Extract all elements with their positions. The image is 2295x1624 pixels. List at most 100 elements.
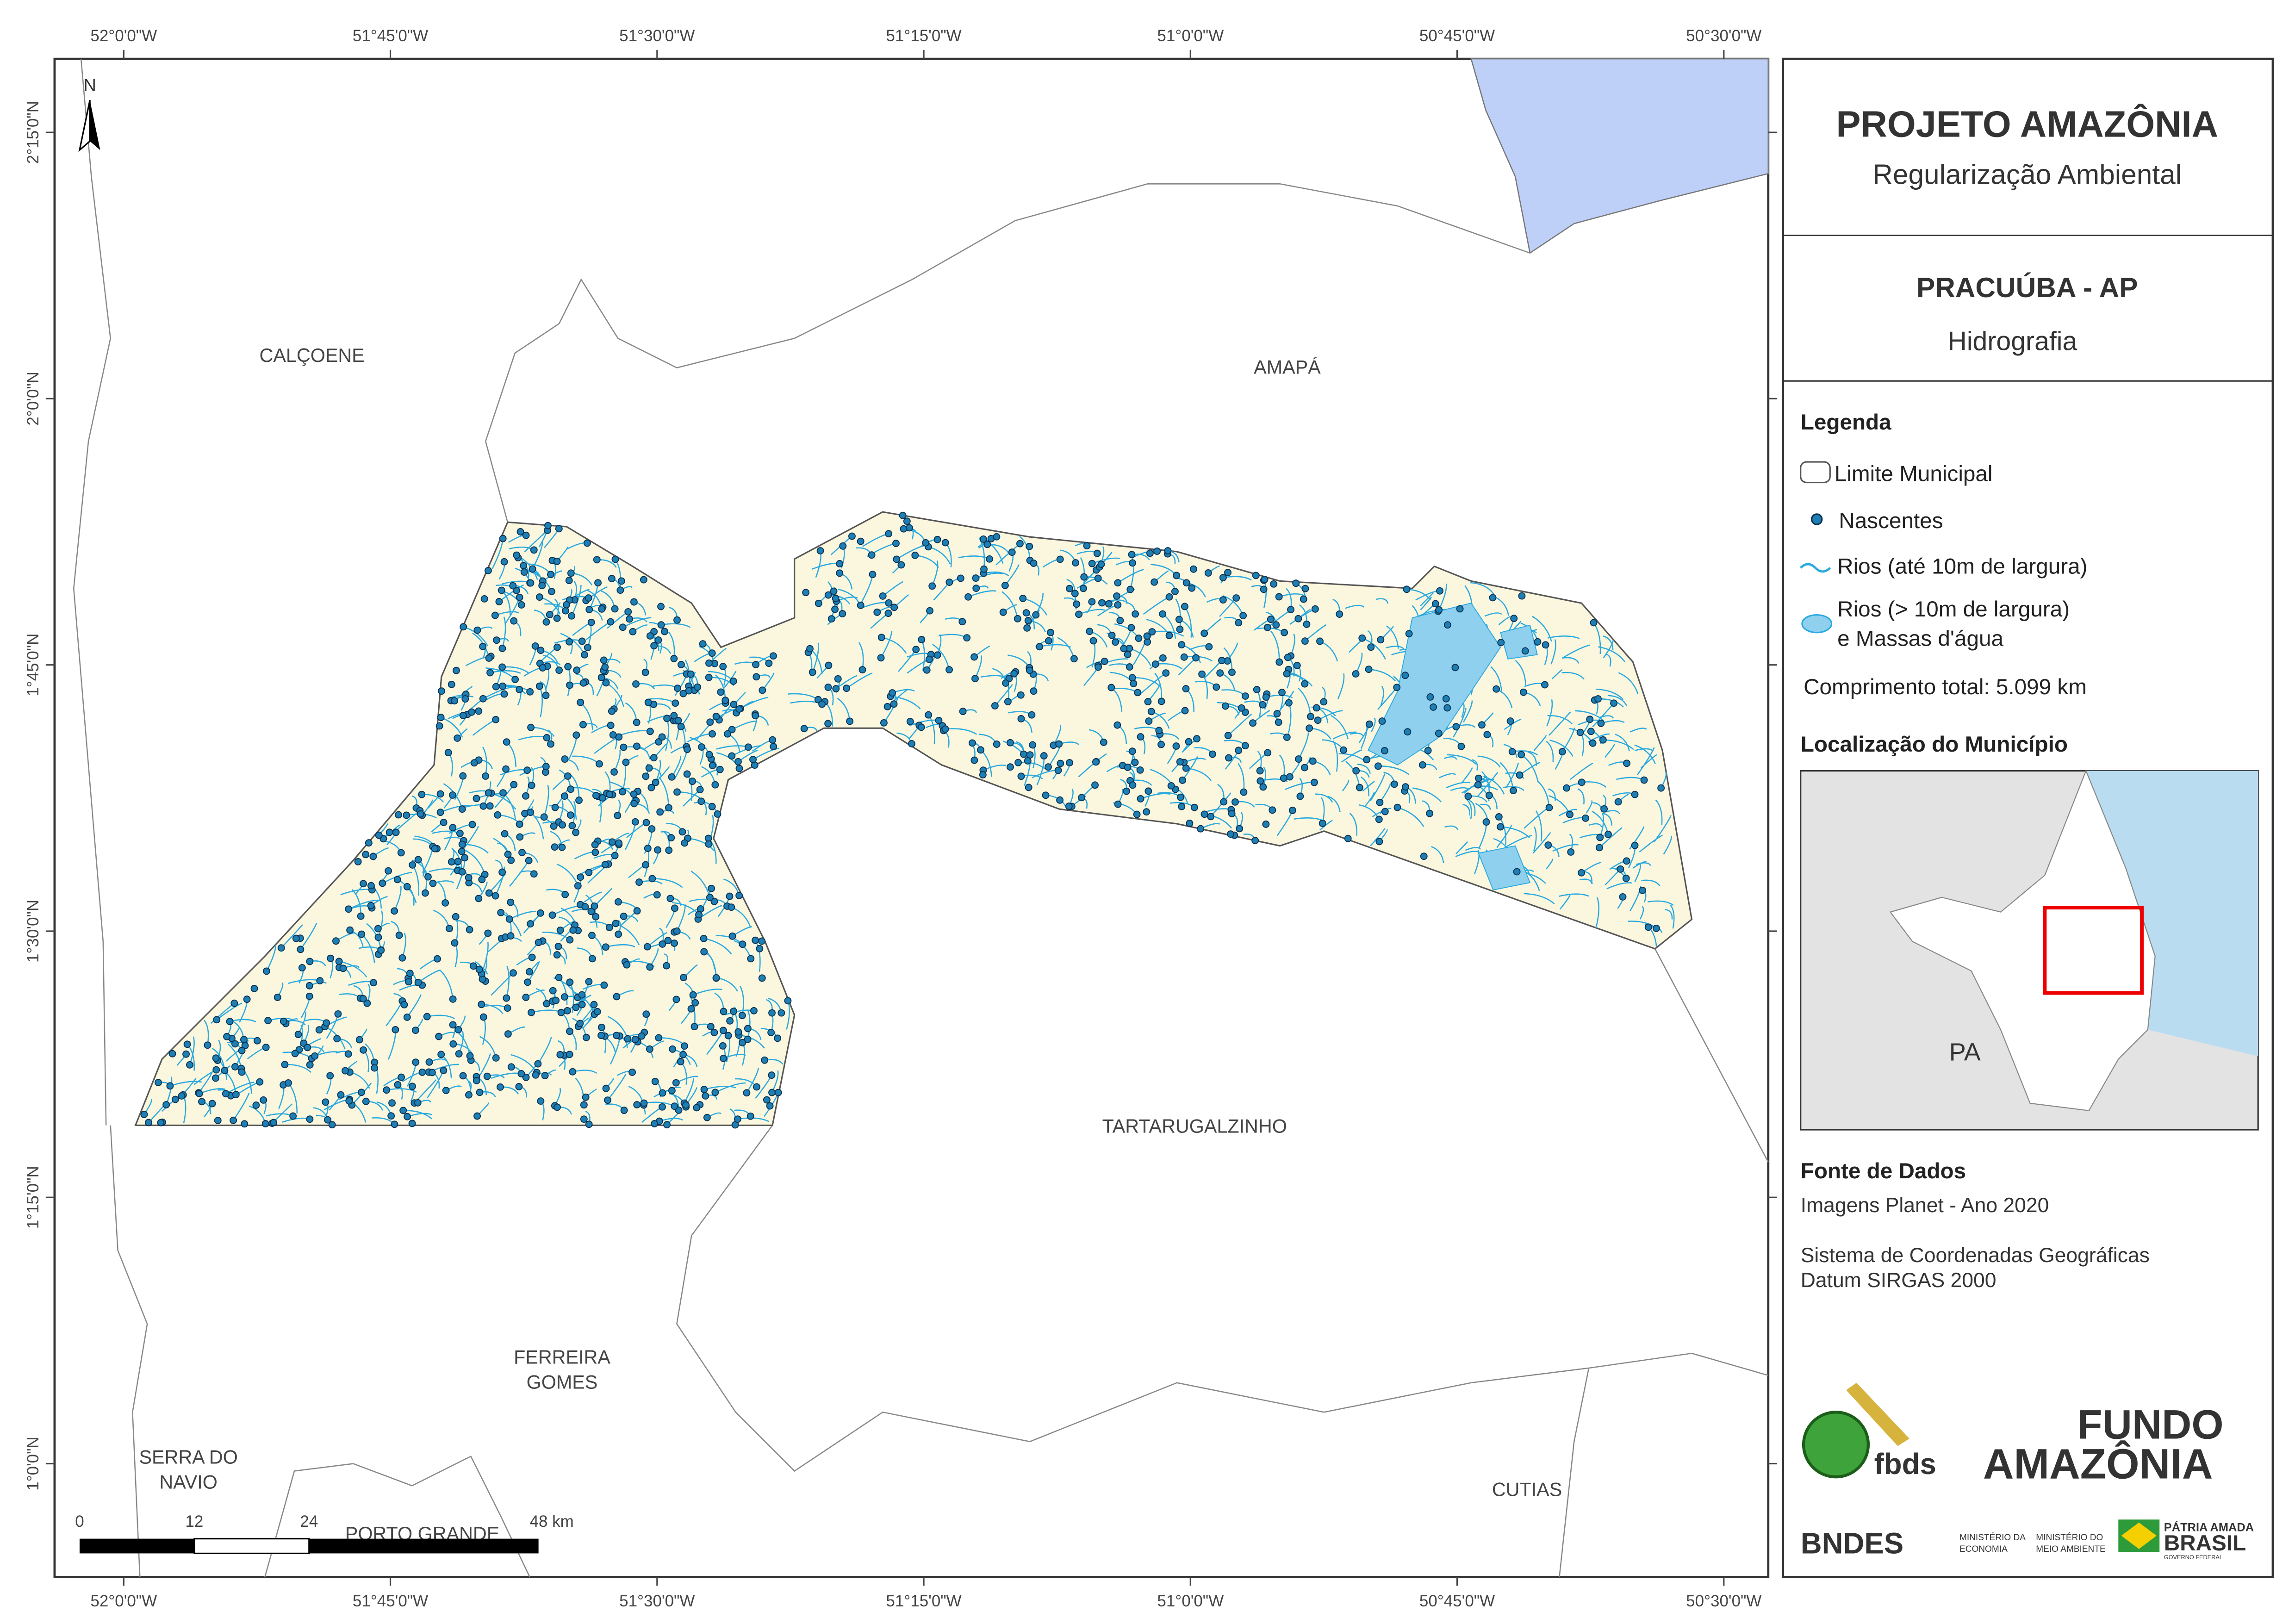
legend-item: Rios (> 10m de largura) [1837,597,2070,622]
spring [1251,837,1259,845]
spring [650,642,658,650]
river [1345,604,1365,609]
spring [1131,759,1139,766]
spring [1442,695,1450,703]
spring [1135,635,1143,642]
spring [256,1078,264,1086]
spring [663,1121,671,1129]
spring [1443,704,1451,712]
spring [734,1115,741,1123]
spring [1403,585,1411,593]
spring [460,623,467,631]
spring [1596,834,1604,841]
spring [1235,747,1243,754]
spring [765,660,773,667]
spring [1129,781,1137,789]
spring [485,654,493,662]
spring [1124,763,1132,771]
spring [1123,787,1130,795]
spring [646,1045,653,1053]
spring [292,934,300,942]
spring [1086,628,1094,635]
spring [1178,641,1186,649]
spring [537,1097,545,1105]
spring [549,987,557,995]
spring [468,708,476,716]
spring [657,621,665,629]
spring [556,1051,564,1058]
spring [1426,809,1434,817]
north-arrow: N [78,75,100,152]
spring [1200,810,1208,818]
spring [1657,784,1665,792]
spring [1025,784,1032,791]
spring [1072,559,1080,567]
spring [1029,741,1037,749]
spring [554,1103,561,1111]
spring [993,740,1001,748]
spring [971,675,979,683]
spring [836,569,844,577]
spring [923,666,931,674]
label: AMAPÁ [1254,356,1321,378]
river [1551,669,1563,679]
spring [478,876,486,884]
spring [593,1008,601,1015]
spring [912,646,920,653]
spring [1019,595,1027,602]
spring [585,1120,593,1128]
spring [1232,594,1240,602]
spring [906,718,914,725]
spring [568,612,576,620]
spring [1056,796,1064,804]
spring [933,651,941,659]
spring [484,929,492,937]
spring [458,847,466,855]
logo-text: FUNDO [2077,1401,2223,1448]
spring [1144,787,1152,795]
spring [1165,632,1173,640]
spring [480,595,488,603]
river [1315,793,1333,803]
spring [730,701,738,709]
spring [1631,790,1639,798]
spring [1576,728,1584,736]
spring [1181,707,1189,715]
spring [728,903,735,911]
spring [1097,560,1105,568]
spring [1310,778,1318,786]
spring [945,579,953,586]
spring [277,944,285,952]
spring [400,1001,408,1008]
river [1630,885,1642,911]
spring [1190,803,1198,811]
river [481,942,489,974]
spring [212,1074,219,1082]
spring [528,953,536,961]
spring [1497,639,1505,647]
river [1603,640,1614,659]
river [1532,832,1551,854]
spring [298,964,306,972]
spring [628,1068,636,1076]
sources-title: Fonte de Dados [1801,1159,1966,1183]
river [225,1082,255,1095]
river [607,1074,627,1101]
spring [1042,791,1050,799]
spring [505,915,513,923]
spring [657,603,665,610]
spring [1456,605,1464,613]
spring [641,668,649,676]
spring [622,759,630,766]
spring [752,712,759,720]
river [622,617,652,628]
river [1420,592,1434,607]
spring [569,1068,577,1076]
river [1533,735,1547,751]
spring [357,912,365,920]
spring [1128,747,1136,755]
spring [327,954,335,962]
spring [678,828,686,836]
spring [221,1067,229,1074]
spring [335,958,343,965]
